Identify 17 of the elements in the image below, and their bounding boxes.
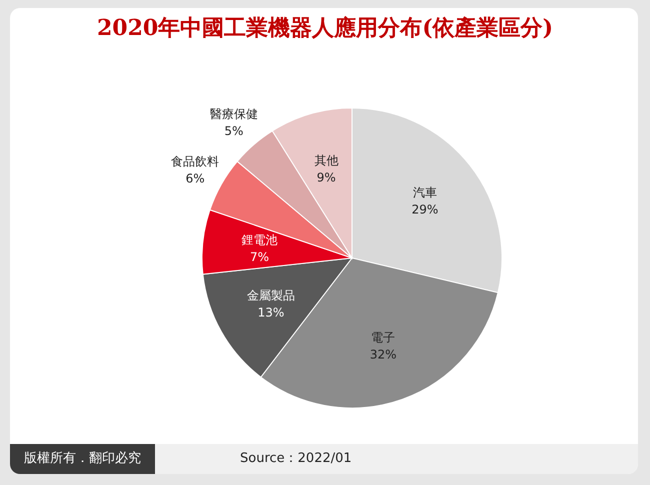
slice-label: 電子 xyxy=(371,330,396,345)
source-note: Source：2022/01 xyxy=(240,450,352,468)
text: 版權所有．翻印必究 xyxy=(10,444,155,474)
data-label: 9% xyxy=(316,170,336,185)
slice-label: 醫療保健 xyxy=(210,107,258,122)
slice-label: 食品飲料 xyxy=(171,154,220,169)
data-label: 32% xyxy=(370,348,397,362)
slice-label: 金屬製品 xyxy=(246,288,295,303)
slice-label: 汽車 xyxy=(412,185,437,200)
slice-label: 鋰電池 xyxy=(242,232,278,247)
data-label: 6% xyxy=(186,172,205,186)
data-label: 29% xyxy=(412,202,438,216)
data-label: 5% xyxy=(224,124,244,138)
data-label: 13% xyxy=(258,306,284,320)
data-label: 7% xyxy=(250,250,270,264)
chart-title: 2020年中國工業機器人應用分布(依產業區分) xyxy=(96,15,554,41)
slice-label: 其他 xyxy=(314,154,338,168)
